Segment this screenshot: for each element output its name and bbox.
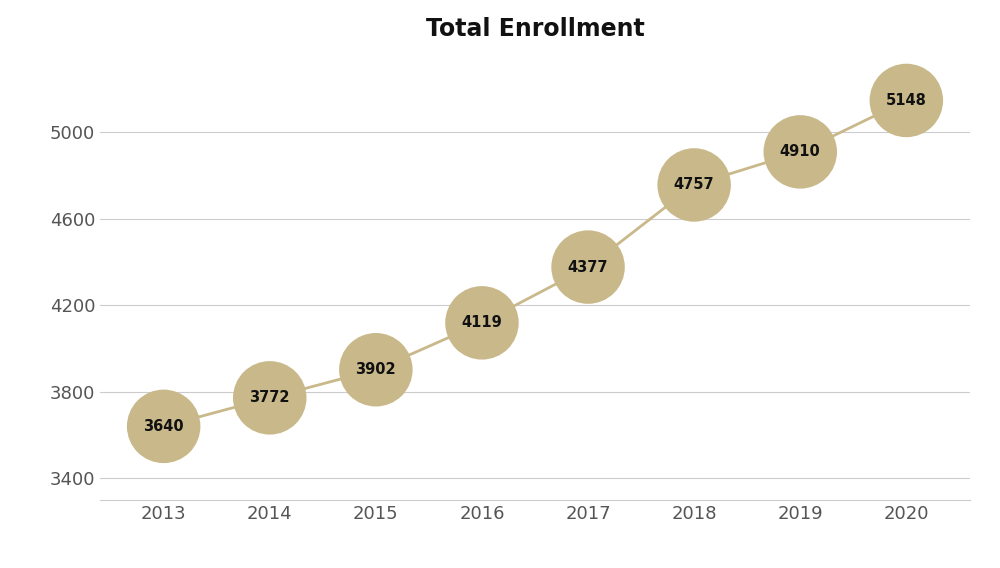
Text: 5148: 5148 [886, 93, 927, 108]
Text: 4377: 4377 [568, 260, 608, 274]
Point [686, 181, 702, 190]
Point [156, 422, 172, 431]
Point [792, 147, 808, 156]
Text: 4910: 4910 [780, 144, 821, 160]
Text: 4119: 4119 [462, 315, 502, 331]
Text: 4757: 4757 [674, 177, 714, 193]
Point [368, 365, 384, 374]
Point [262, 393, 278, 402]
Point [474, 318, 490, 327]
Text: 3902: 3902 [356, 362, 396, 377]
Text: 3772: 3772 [250, 390, 290, 406]
Text: 3640: 3640 [143, 419, 184, 434]
Point [580, 262, 596, 272]
Point [898, 96, 914, 105]
Title: Total Enrollment: Total Enrollment [426, 17, 644, 41]
